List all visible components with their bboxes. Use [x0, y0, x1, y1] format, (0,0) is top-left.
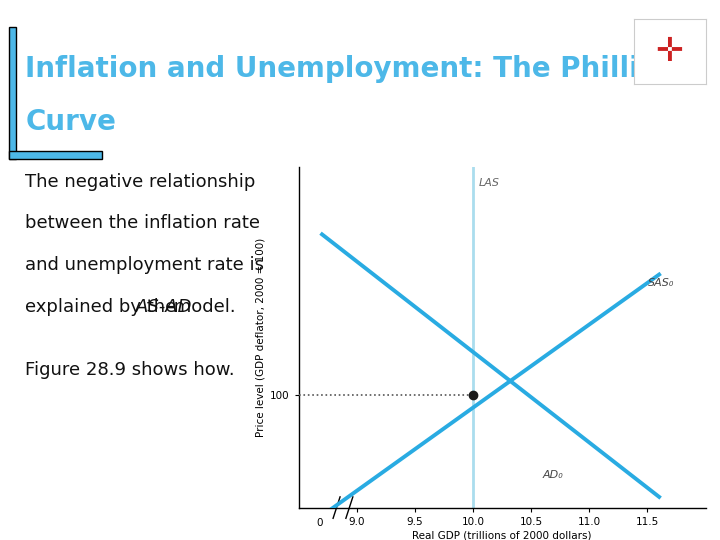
Text: SAS₀: SAS₀: [647, 278, 674, 288]
Text: AD₀: AD₀: [543, 470, 564, 480]
X-axis label: Real GDP (trillions of 2000 dollars): Real GDP (trillions of 2000 dollars): [413, 531, 592, 540]
Text: Figure 28.9 shows how.: Figure 28.9 shows how.: [25, 361, 235, 379]
Text: LAS: LAS: [479, 178, 500, 188]
Text: Inflation and Unemployment: The Phillips: Inflation and Unemployment: The Phillips: [25, 55, 675, 83]
FancyBboxPatch shape: [9, 151, 102, 159]
Text: explained by the: explained by the: [25, 298, 182, 316]
Text: The negative relationship: The negative relationship: [25, 173, 256, 191]
Text: Curve: Curve: [25, 107, 116, 136]
Text: and unemployment rate is: and unemployment rate is: [25, 256, 264, 274]
Text: model.: model.: [168, 298, 236, 316]
Y-axis label: Price level (GDP deflator, 2000 = 100): Price level (GDP deflator, 2000 = 100): [256, 238, 266, 437]
Text: ✛: ✛: [656, 35, 683, 68]
Text: 0: 0: [317, 518, 323, 528]
Text: between the inflation rate: between the inflation rate: [25, 214, 261, 232]
FancyBboxPatch shape: [9, 28, 16, 159]
Text: AS-AD: AS-AD: [136, 298, 192, 316]
